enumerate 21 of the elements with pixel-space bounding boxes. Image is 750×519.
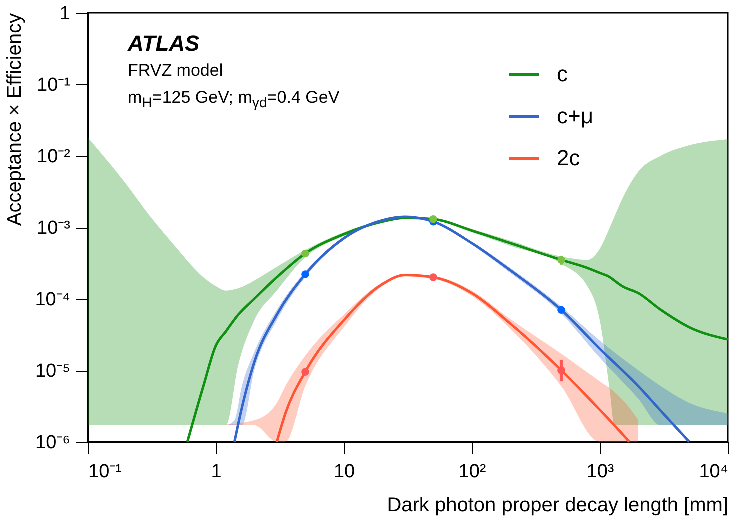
x-tick-label: 10³ [586, 462, 614, 482]
x-tick-label: 10 [334, 462, 356, 482]
y-tick-label: 10⁻⁶ [36, 432, 70, 454]
annotation: FRVZ model [128, 60, 224, 82]
annotation: ATLAS [128, 30, 201, 57]
x-tick-label: 1 [211, 462, 222, 482]
legend-label: c [557, 62, 568, 86]
x-tick-label: 10⁴ [699, 462, 728, 482]
annotation: m$_{H}$=125 GeV; m$_{γd}$=0.4 GeV [128, 87, 340, 114]
y-axis-title: Acceptance × Efficiency [4, 14, 26, 226]
y-tick-label: 10⁻² [37, 146, 70, 168]
legend-label: 2c [557, 146, 580, 170]
y-tick-label: 10⁻¹ [37, 75, 70, 96]
y-tick-label: 10⁻⁴ [35, 290, 70, 310]
y-tick-label: 1 [60, 4, 70, 24]
x-tick-label: 10² [458, 462, 486, 482]
y-tick-label: 10⁻³ [37, 218, 70, 239]
legend-label: c+μ [557, 104, 594, 128]
x-tick-label: 10⁻¹ [88, 462, 122, 482]
y-tick-label: 10⁻⁵ [35, 361, 70, 382]
x-axis-title: Dark photon proper decay length [mm] [387, 494, 728, 516]
